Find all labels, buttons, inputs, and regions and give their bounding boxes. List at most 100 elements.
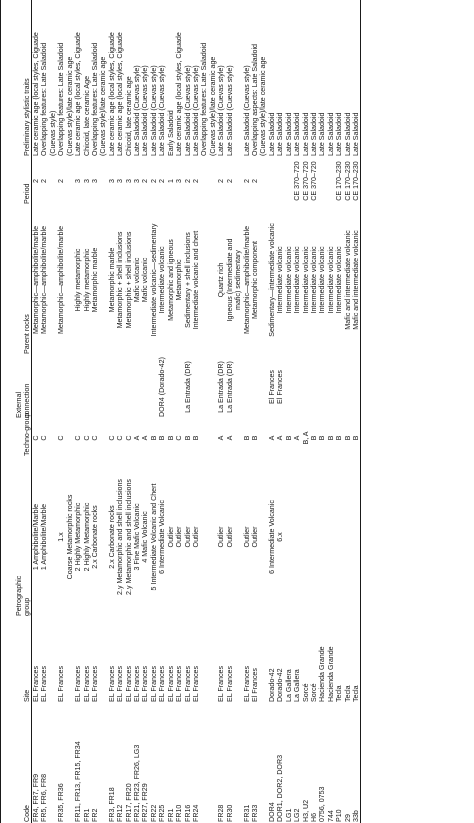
cell-techno-group: B <box>192 435 201 441</box>
cell-stylistic-traits: (Cuevas style)/late ceramic age <box>259 56 268 156</box>
cell-techno-group: B <box>309 435 318 441</box>
header-external-connection: External connection <box>15 383 31 418</box>
cell-techno-group: B <box>352 435 361 441</box>
cell-code: 29 <box>343 814 352 822</box>
cell-techno-group: A <box>217 435 226 441</box>
table-row: P10 Tecla B Intermediate volcanic CE 170–230… <box>335 0 343 823</box>
table-row: FR24 EL Frances Outlier B Intermediate volca… <box>192 0 200 823</box>
cell-external-connection <box>352 355 361 419</box>
cell-techno-group <box>49 419 57 457</box>
cell-parent-rocks: Intermediate volcanic <box>284 246 293 314</box>
header-period: Period <box>23 183 31 204</box>
cell-stylistic-traits: Late Saladoid <box>293 112 302 156</box>
cell-stylistic-traits: Late Saladoid <box>335 112 344 156</box>
cell-code <box>259 703 267 823</box>
table-row: H3, U2 Sorcé B, A Intermediate volcanic CE 3… <box>302 0 310 823</box>
cell-techno-group: C <box>40 435 49 441</box>
cell-stylistic-traits: Late Saladoid (Cuevas style) <box>158 65 167 156</box>
cell-period: CE 170–230 <box>335 161 344 201</box>
cell-stylistic-traits: Late Saladoid (Cuevas style) <box>242 65 251 156</box>
cell-petrographic-group: 3 Fine Mafic Volcanic <box>133 503 142 571</box>
cell-techno-group: C <box>175 435 184 441</box>
cell-external-connection: El Frances <box>276 370 285 404</box>
cell-period: 3 <box>82 179 91 183</box>
cell-parent-rocks: Igneous (Intermediate and <box>225 238 234 322</box>
cell-external-connection <box>234 355 242 419</box>
table-body: FR4, FR7, FR9 EL Frances 1 Amphibolite/Mar… <box>31 0 361 823</box>
cell-external-connection <box>344 355 352 419</box>
cell-petrographic-group: 4 Mafic Volcanic <box>141 511 150 563</box>
cell-parent-rocks: Intermediate volcanic—sedimentary <box>149 223 158 337</box>
cell-site: EL Frances <box>133 665 142 702</box>
cell-techno-group: B <box>343 435 352 441</box>
cell-external-connection <box>108 355 116 419</box>
cell-techno-group: C <box>107 435 116 441</box>
cell-code <box>209 703 217 823</box>
table-row: FR1 EL Frances Outlier B Metamorphic and ign… <box>167 0 175 823</box>
table-row: FR35, FR36 EL Frances 1.x C Metamorphic—amph… <box>57 0 65 823</box>
cell-external-connection <box>49 355 57 419</box>
cell-period <box>234 157 242 205</box>
cell-site: EL Frances <box>225 665 234 702</box>
cell-stylistic-traits: Late Saladoid <box>352 112 361 156</box>
cell-stylistic-traits: Late Saladoid (Cuevas style) <box>192 65 201 156</box>
petrography-table: Code Site Petrographic group Techno-grou… <box>0 0 361 823</box>
cell-petrographic-group <box>352 457 361 617</box>
cell-petrographic-group: Outlier <box>217 526 226 548</box>
cell-site: EL Frances <box>107 665 116 702</box>
cell-site: EL Frances <box>141 665 150 702</box>
cell-period: 2 <box>141 179 150 183</box>
cell-petrographic-group: 1 Amphibolite/Marble <box>32 503 40 571</box>
cell-site <box>200 617 208 703</box>
cell-stylistic-traits: Late ceramic age (local styles, Ciguade <box>116 32 125 156</box>
cell-external-connection: La Entrada (DR) <box>217 361 226 413</box>
cell-petrographic-group: 2.x Carbonate rocks <box>107 505 116 569</box>
cell-site: EL Frances <box>242 665 251 702</box>
cell-site: EL Frances <box>116 665 125 702</box>
cell-stylistic-traits: Late Saladoid <box>267 112 276 156</box>
cell-petrographic-group: 6 Intermediate Volcanic <box>158 500 167 574</box>
cell-stylistic-traits: Overlapping aspects: Late Saladoid <box>250 44 259 156</box>
cell-petrographic-group: Outlier <box>250 526 259 548</box>
header-techno-group: Techno-group <box>23 412 31 456</box>
cell-code: 33b <box>352 810 361 822</box>
cell-site: El Frances <box>250 668 259 702</box>
cell-parent-rocks: Quartz rich <box>217 262 226 298</box>
cell-stylistic-traits: Late Saladoid (Cuevas style) <box>217 65 226 156</box>
cell-code: H3, U2 <box>301 799 310 822</box>
table-row: 33b Tecla B Mafic and intermediate volcanic… <box>352 0 361 823</box>
cell-parent-rocks <box>259 205 267 355</box>
cell-petrographic-group <box>200 457 208 617</box>
cell-code: P10 <box>335 809 344 822</box>
table-row: FR3, FR18 EL Frances 2.x Carbonate rocks C M… <box>108 0 116 823</box>
cell-code: FR3, FR18 <box>107 787 116 822</box>
cell-techno-group <box>259 419 267 457</box>
cell-parent-rocks: Highly metamorphic <box>74 248 83 312</box>
cell-techno-group: B <box>326 435 335 441</box>
cell-petrographic-group: 2 Highly Metamorphic <box>74 502 83 572</box>
cell-techno-group: A <box>141 435 150 441</box>
cell-code: FR4, FR7, FR9 <box>32 773 40 822</box>
cell-code: FR17, FR20 <box>124 783 133 822</box>
cell-external-connection <box>243 355 251 419</box>
cell-petrographic-group <box>318 457 326 617</box>
cell-parent-rocks: Metamorphic—amphibolite/marble <box>57 225 66 335</box>
cell-site: EL Frances <box>166 665 175 702</box>
cell-petrographic-group <box>344 457 352 617</box>
cell-stylistic-traits: Late Saladoid <box>318 112 327 156</box>
cell-parent-rocks: Metamorphic + shell inclusions <box>124 231 133 329</box>
cell-period: 2 <box>57 179 66 183</box>
cell-techno-group: B <box>318 435 327 441</box>
cell-stylistic-traits: Early Saladoid <box>166 110 175 156</box>
cell-petrographic-group <box>327 457 335 617</box>
cell-techno-group <box>99 419 107 457</box>
cell-parent-rocks: Metamorphic—amphibolite/marble <box>32 225 40 335</box>
table-row: FR17, FR20 EL Frances 2.y Metamorphic and … <box>125 0 133 823</box>
cell-code: FR31 <box>242 804 251 822</box>
cell-petrographic-group <box>335 457 343 617</box>
cell-code: DOR4 <box>267 802 276 822</box>
cell-site: EL Frances <box>74 665 83 702</box>
cell-site: La Gallera <box>284 669 293 702</box>
cell-period: 2 <box>32 179 40 183</box>
table-row: FR2 EL Frances 2.x Carbonate rocks C Metamor… <box>91 0 99 823</box>
